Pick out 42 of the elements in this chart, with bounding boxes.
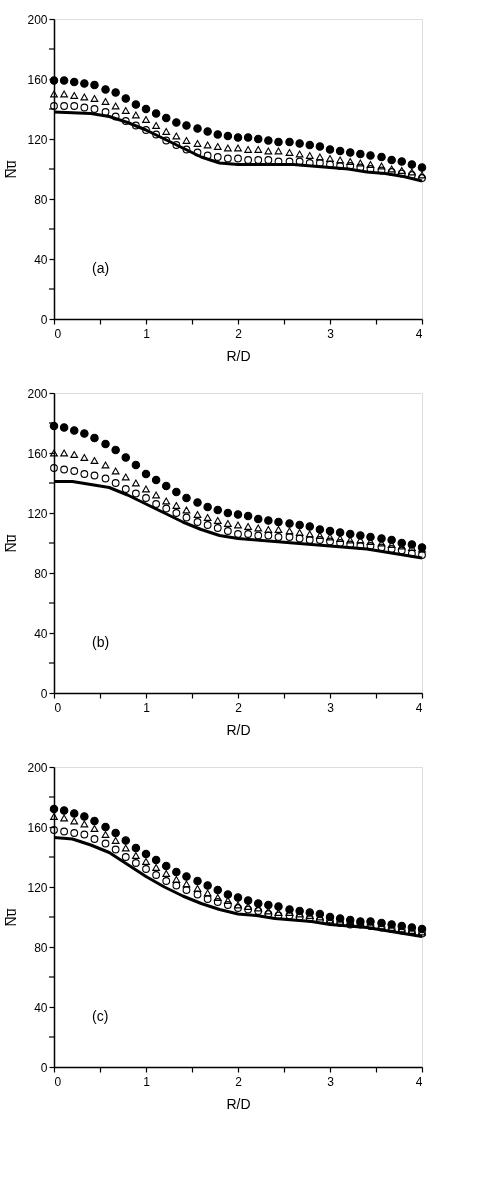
y-tick-label: 200 [27, 760, 48, 775]
y-tick-label: 0 [40, 686, 48, 701]
y-tick-label: 40 [34, 1000, 48, 1015]
x-tick-label: 0 [54, 700, 62, 715]
x-tick-label: 0 [54, 326, 62, 341]
y-tick-label: 40 [34, 626, 48, 641]
y-tick-label: 120 [27, 506, 48, 521]
y-tick-label: 80 [34, 566, 48, 581]
y-tick-label: 0 [40, 1060, 48, 1075]
y-tick-label: 160 [27, 72, 48, 87]
y-axis-title: N̅u̅ [3, 159, 20, 179]
x-tick-label: 0 [54, 1074, 62, 1089]
y-tick-label: 40 [34, 252, 48, 267]
annotation: (b) [92, 634, 110, 650]
x-tick-label: 4 [415, 700, 423, 715]
y-axis-title: N̅u̅ [3, 533, 20, 553]
y-tick-label: 200 [27, 12, 48, 27]
y-tick-label: 160 [27, 446, 48, 461]
y-tick-label: 160 [27, 820, 48, 835]
x-tick-label: 1 [143, 700, 151, 715]
x-tick-label: 2 [235, 326, 243, 341]
y-axis-title: N̅u̅ [3, 907, 20, 927]
x-tick-label: 1 [143, 326, 151, 341]
x-tick-label: 2 [235, 700, 243, 715]
x-tick-label: 1 [143, 1074, 151, 1089]
annotation: (a) [92, 260, 110, 276]
x-axis-title: R/D [226, 1095, 251, 1112]
x-tick-label: 3 [327, 1074, 335, 1089]
x-axis-title: R/D [226, 347, 251, 364]
y-tick-label: 80 [34, 192, 48, 207]
x-tick-label: 4 [415, 1074, 423, 1089]
y-tick-label: 200 [27, 386, 48, 401]
y-tick-label: 80 [34, 940, 48, 955]
y-tick-label: 120 [27, 132, 48, 147]
x-tick-label: 3 [327, 326, 335, 341]
x-tick-label: 2 [235, 1074, 243, 1089]
x-axis-title: R/D [226, 721, 251, 738]
x-tick-label: 4 [415, 326, 423, 341]
y-tick-label: 0 [40, 312, 48, 327]
x-tick-label: 3 [327, 700, 335, 715]
y-tick-label: 120 [27, 880, 48, 895]
annotation: (c) [92, 1008, 109, 1024]
